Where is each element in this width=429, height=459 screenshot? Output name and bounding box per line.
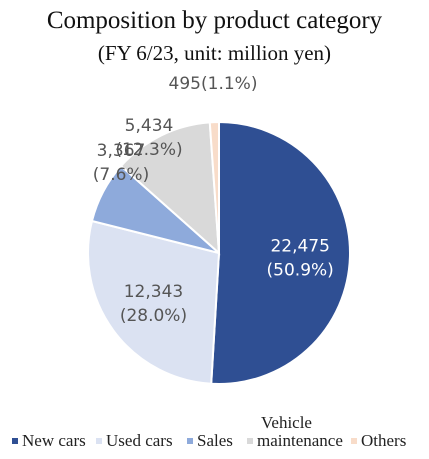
- legend-swatch-others: [351, 438, 357, 444]
- pie-slice-used-cars: [87, 219, 221, 385]
- legend-label-new-cars: New cars: [22, 431, 86, 450]
- slice-value-label-new-cars: 22,475: [270, 236, 329, 256]
- legend-swatch-vehicle-maintenance: [247, 438, 253, 444]
- legend-swatch-used-cars: [96, 438, 102, 444]
- legend-label-others: Others: [361, 431, 406, 450]
- pie-slices: [87, 120, 351, 385]
- pie-slice-others: [208, 120, 220, 254]
- slice-pct-label-sales: (7.6%): [93, 165, 149, 185]
- legend-swatch-sales: [187, 438, 193, 444]
- slice-pct-label-new-cars: (50.9%): [267, 260, 334, 280]
- legend-label-used-cars: Used cars: [106, 431, 173, 450]
- pie-slice-new-cars: [210, 120, 351, 385]
- chart-title: Composition by product category: [46, 7, 383, 34]
- legend-label-vehicle-maintenance: Vehicle maintenance: [257, 413, 343, 450]
- slice-labels: 22,475 (50.9%) 12,343 (28.0%) 3,367 (7.6%) 5,4…: [93, 74, 334, 326]
- slice-value-label-sales: 3,367: [97, 141, 146, 161]
- slice-value-label-others: 495(1.1%): [169, 74, 258, 94]
- slice-pct-label-vehicle-maintenance: (12.3%): [115, 140, 182, 160]
- slice-pct-label-used-cars: (28.0%): [120, 306, 187, 326]
- slice-value-label-vehicle-maintenance: 5,434: [125, 116, 174, 136]
- pie-slice-vehicle-maintenance: [119, 121, 221, 256]
- legend-swatch-new-cars: [12, 438, 18, 444]
- chart-subtitle: (FY 6/23, unit: million yen): [97, 41, 332, 65]
- legend-label-sales: Sales: [197, 431, 233, 450]
- slice-value-label-used-cars: 12,343: [124, 282, 183, 302]
- legend: New cars Used cars Sales Vehicle maintenance…: [12, 413, 406, 450]
